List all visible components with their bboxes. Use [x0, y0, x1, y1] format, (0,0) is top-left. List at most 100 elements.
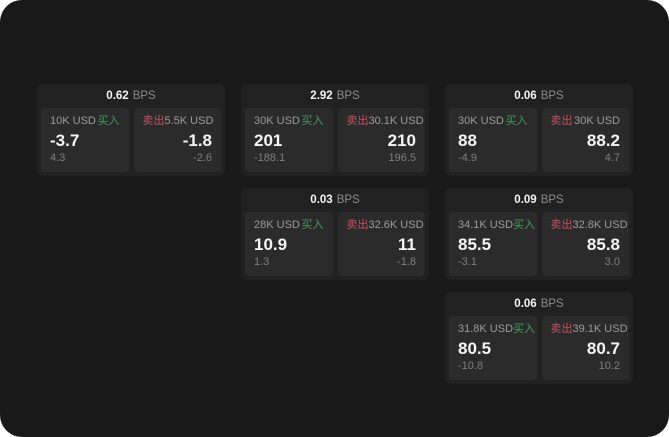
quote-card: 0.09 BPS 34.1K USD 买入 85.5 -3.1 卖出 32.8K…	[445, 188, 633, 280]
spread-bps-value: 0.09	[514, 194, 537, 206]
sell-panel-header: 卖出 32.8K USD	[550, 219, 628, 232]
buy-panel-header: 31.8K USD 买入	[458, 323, 535, 336]
buy-amount-label: 10K USD	[50, 115, 96, 127]
sell-amount-label: 5.5K USD	[164, 115, 214, 127]
buy-quote-subvalue: -3.1	[458, 256, 477, 268]
buy-quote-value: 88	[458, 130, 477, 150]
spread-bps-value: 0.06	[514, 90, 537, 102]
buy-quote-value: 201	[254, 130, 283, 150]
sell-amount-label: 30.1K USD	[368, 115, 424, 127]
sell-quote-panel[interactable]: 卖出 39.1K USD 80.7 10.2	[541, 316, 629, 380]
spread-header: 0.06 BPS	[445, 84, 633, 108]
sell-panel-header: 卖出 30.1K USD	[346, 115, 424, 128]
spread-bps-value: 0.06	[514, 298, 537, 310]
quote-card: 2.92 BPS 30K USD 买入 201 -188.1 卖出 30.1K …	[241, 84, 429, 176]
sell-amount-label: 30K USD	[574, 115, 620, 127]
buy-quote-value: -3.7	[50, 130, 80, 150]
spread-bps-unit: BPS	[540, 298, 564, 310]
buy-quote-panel[interactable]: 31.8K USD 买入 80.5 -10.8	[449, 316, 537, 380]
buy-side-tag: 买入	[513, 219, 536, 231]
sell-quote-value: 88.2	[586, 130, 620, 150]
buy-quote-panel[interactable]: 30K USD 买入 88 -4.9	[449, 108, 537, 172]
quote-panel-row: 34.1K USD 买入 85.5 -3.1 卖出 32.8K USD 85.8…	[445, 212, 633, 280]
quote-card: 0.06 BPS 30K USD 买入 88 -4.9 卖出 30K USD 8…	[445, 84, 633, 176]
quote-card: 0.06 BPS 31.8K USD 买入 80.5 -10.8 卖出 39.1…	[445, 292, 633, 384]
buy-quote-panel[interactable]: 30K USD 买入 201 -188.1	[245, 108, 333, 172]
buy-amount-label: 28K USD	[254, 219, 300, 231]
buy-panel-header: 10K USD 买入	[50, 115, 120, 128]
sell-side-tag: 卖出	[550, 323, 573, 335]
buy-amount-label: 34.1K USD	[458, 219, 514, 231]
sell-panel-header: 卖出 39.1K USD	[550, 323, 628, 336]
buy-quote-subvalue: -188.1	[254, 152, 286, 164]
sell-quote-value: -1.8	[182, 130, 212, 150]
sell-amount-label: 32.8K USD	[572, 219, 628, 231]
sell-quote-panel[interactable]: 卖出 30.1K USD 210 196.5	[337, 108, 425, 172]
sell-panel-header: 卖出 32.6K USD	[346, 219, 424, 232]
sell-quote-subvalue: 4.7	[604, 152, 620, 164]
sell-quote-subvalue: 10.2	[598, 360, 620, 372]
spread-header: 0.06 BPS	[445, 292, 633, 316]
quote-panel-row: 30K USD 买入 88 -4.9 卖出 30K USD 88.2 4.7	[445, 108, 633, 176]
spread-header: 0.09 BPS	[445, 188, 633, 212]
buy-quote-subvalue: 1.3	[254, 256, 270, 268]
buy-quote-panel[interactable]: 34.1K USD 买入 85.5 -3.1	[449, 212, 537, 276]
spread-header: 2.92 BPS	[241, 84, 429, 108]
buy-quote-value: 80.5	[458, 338, 492, 358]
sell-quote-subvalue: -1.8	[397, 256, 416, 268]
sell-panel-header: 卖出 30K USD	[551, 115, 621, 128]
sell-quote-subvalue: -2.6	[193, 152, 212, 164]
sell-quote-panel[interactable]: 卖出 32.6K USD 11 -1.8	[337, 212, 425, 276]
spread-bps-unit: BPS	[132, 90, 156, 102]
buy-side-tag: 买入	[505, 115, 528, 127]
buy-quote-panel[interactable]: 28K USD 买入 10.9 1.3	[245, 212, 333, 276]
sell-quote-value: 85.8	[586, 234, 620, 254]
buy-quote-panel[interactable]: 10K USD 买入 -3.7 4.3	[41, 108, 129, 172]
sell-quote-value: 80.7	[586, 338, 620, 358]
spread-bps-value: 0.03	[310, 194, 333, 206]
buy-amount-label: 30K USD	[254, 115, 300, 127]
sell-quote-value: 11	[398, 234, 416, 254]
buy-side-tag: 买入	[97, 115, 120, 127]
quote-card: 0.03 BPS 28K USD 买入 10.9 1.3 卖出 32.6K US…	[241, 188, 429, 280]
buy-quote-subvalue: -10.8	[458, 360, 484, 372]
sell-quote-panel[interactable]: 卖出 30K USD 88.2 4.7	[541, 108, 629, 172]
spread-header: 0.03 BPS	[241, 188, 429, 212]
spread-bps-unit: BPS	[540, 194, 564, 206]
quote-card: 0.62 BPS 10K USD 买入 -3.7 4.3 卖出 5.5K USD…	[37, 84, 225, 176]
buy-panel-header: 30K USD 买入	[254, 115, 324, 128]
spread-bps-unit: BPS	[336, 90, 360, 102]
sell-side-tag: 卖出	[550, 219, 573, 231]
buy-quote-value: 85.5	[458, 234, 492, 254]
spread-bps-unit: BPS	[336, 194, 360, 206]
spread-bps-value: 0.62	[106, 90, 129, 102]
buy-panel-header: 28K USD 买入	[254, 219, 324, 232]
buy-quote-subvalue: -4.9	[458, 152, 477, 164]
sell-side-tag: 卖出	[346, 115, 369, 127]
buy-panel-header: 30K USD 买入	[458, 115, 528, 128]
sell-quote-value: 210	[387, 130, 416, 150]
sell-panel-header: 卖出 5.5K USD	[142, 115, 214, 128]
buy-panel-header: 34.1K USD 买入	[458, 219, 535, 232]
sell-side-tag: 卖出	[550, 115, 573, 127]
sell-amount-label: 32.6K USD	[368, 219, 424, 231]
buy-quote-value: 10.9	[254, 234, 288, 254]
spread-bps-value: 2.92	[310, 90, 333, 102]
buy-amount-label: 31.8K USD	[458, 323, 514, 335]
quote-panel-row: 28K USD 买入 10.9 1.3 卖出 32.6K USD 11 -1.8	[241, 212, 429, 280]
sell-side-tag: 卖出	[346, 219, 369, 231]
quote-panel-row: 10K USD 买入 -3.7 4.3 卖出 5.5K USD -1.8 -2.…	[37, 108, 225, 176]
sell-quote-panel[interactable]: 卖出 32.8K USD 85.8 3.0	[541, 212, 629, 276]
sell-quote-panel[interactable]: 卖出 5.5K USD -1.8 -2.6	[133, 108, 221, 172]
quote-panel-row: 31.8K USD 买入 80.5 -10.8 卖出 39.1K USD 80.…	[445, 316, 633, 384]
sell-side-tag: 卖出	[142, 115, 165, 127]
spread-bps-unit: BPS	[540, 90, 564, 102]
spread-header: 0.62 BPS	[37, 84, 225, 108]
sell-amount-label: 39.1K USD	[572, 323, 628, 335]
buy-side-tag: 买入	[513, 323, 536, 335]
buy-quote-subvalue: 4.3	[50, 152, 66, 164]
buy-side-tag: 买入	[301, 115, 324, 127]
buy-side-tag: 买入	[301, 219, 324, 231]
buy-amount-label: 30K USD	[458, 115, 504, 127]
